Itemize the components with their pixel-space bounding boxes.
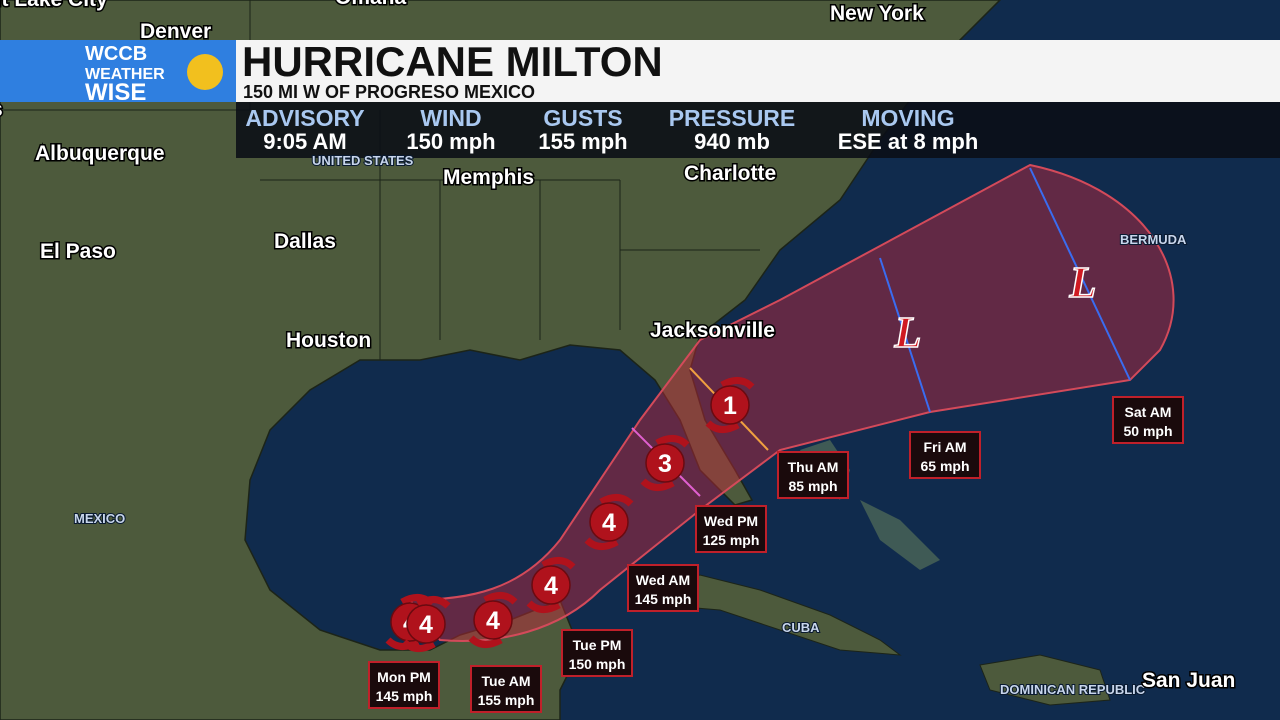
forecast-time: Tue AM [482, 673, 531, 689]
place-label: BERMUDA [1120, 232, 1187, 247]
storm-arms [640, 435, 690, 491]
storm-category: 1 [723, 392, 737, 420]
forecast-box [695, 505, 767, 553]
forecast-time: Sat AM [1125, 404, 1172, 420]
stat-label: ADVISORY [245, 105, 364, 131]
low-symbol: L [1069, 258, 1097, 307]
storm-arms [584, 494, 634, 550]
place-label: Albuquerque [35, 142, 165, 165]
storm-category: 4 [486, 607, 500, 635]
forecast-wind: 155 mph [478, 692, 535, 708]
stats-bar [236, 102, 1280, 158]
low-symbol: L [894, 308, 922, 357]
place-label: Dallas [274, 230, 336, 253]
subtitle: 150 MI W OF PROGRESO MEXICO [243, 82, 535, 102]
forecast-box [627, 564, 699, 612]
place-label: MEXICO [74, 511, 125, 526]
forecast-time: Wed PM [704, 513, 758, 529]
forecast-wind: 85 mph [788, 478, 837, 494]
storm-arms [468, 592, 518, 648]
cuba [638, 574, 902, 656]
storm-circle [710, 385, 750, 425]
forecast-wind: 50 mph [1123, 423, 1172, 439]
forecast-box [1112, 396, 1184, 444]
logo-text: WISE [85, 79, 146, 106]
forecast-box [470, 665, 542, 713]
forecast-wind: 150 mph [569, 656, 626, 672]
forecast-wind: 65 mph [920, 458, 969, 474]
place-label: Denver [140, 20, 211, 43]
logo-text: WEATHER [85, 66, 165, 83]
forecast-wind: 145 mph [376, 688, 433, 704]
forecast-time: Fri AM [923, 439, 966, 455]
storm-category: 3 [658, 450, 672, 478]
place-label: Jacksonville [650, 319, 775, 342]
place-label: CUBA [782, 620, 820, 635]
stat-label: GUSTS [543, 105, 622, 131]
forecast-wind: 145 mph [635, 591, 692, 607]
title-bar [236, 40, 1280, 102]
place-label: New York [830, 2, 924, 25]
place-label: Memphis [443, 166, 534, 189]
storm-arms [526, 557, 576, 613]
forecast-time: Tue PM [573, 637, 622, 653]
storm-circle [473, 600, 513, 640]
storm-arms [401, 596, 451, 652]
stat-label: MOVING [861, 105, 954, 131]
stat-value: ESE at 8 mph [838, 129, 979, 154]
storm-category: 4 [544, 572, 558, 600]
storm-circle [531, 565, 571, 605]
forecast-box [909, 431, 981, 479]
forecast-box [368, 661, 440, 709]
storm-circle [645, 443, 685, 483]
logo-text: WCCB [85, 43, 147, 65]
stat-value: 9:05 AM [263, 129, 347, 154]
forecast-time: Thu AM [788, 459, 839, 475]
place-label: San Juan [1142, 669, 1235, 692]
storm-icon: 3 [640, 435, 690, 491]
logo-sun [187, 54, 223, 90]
stat-value: 940 mb [694, 129, 770, 154]
forecast-time: Wed AM [636, 572, 690, 588]
storm-icon: 4 [401, 596, 451, 652]
storm-icon: 4 [468, 592, 518, 648]
stat-value: 155 mph [538, 129, 627, 154]
place-label: DOMINICAN REPUBLIC [1000, 682, 1146, 697]
place-label: Omaha [335, 0, 407, 9]
storm-icon: 4 [584, 494, 634, 550]
place-label: Las Vegas [0, 98, 3, 121]
storm-arms [705, 377, 755, 433]
storm-category: 4 [419, 611, 433, 639]
place-label: Charlotte [684, 162, 776, 185]
storm-icon: 1 [705, 377, 755, 433]
forecast-time: Mon PM [377, 669, 431, 685]
place-label: UNITED STATES [312, 153, 414, 168]
forecast-box [561, 629, 633, 677]
stat-label: PRESSURE [669, 105, 796, 131]
title: HURRICANE MILTON [242, 38, 663, 85]
stat-value: 150 mph [406, 129, 495, 154]
storm-circle [406, 604, 446, 644]
place-label: Houston [286, 329, 371, 352]
hispaniola [979, 654, 1111, 706]
forecast-wind: 125 mph [703, 532, 760, 548]
place-label: El Paso [40, 240, 116, 263]
forecast-box [777, 451, 849, 499]
storm-category: 4 [602, 509, 616, 537]
place-label: Salt Lake City [0, 0, 108, 11]
storm-icon: 4 [526, 557, 576, 613]
stat-label: WIND [420, 105, 481, 131]
storm-circle [589, 502, 629, 542]
